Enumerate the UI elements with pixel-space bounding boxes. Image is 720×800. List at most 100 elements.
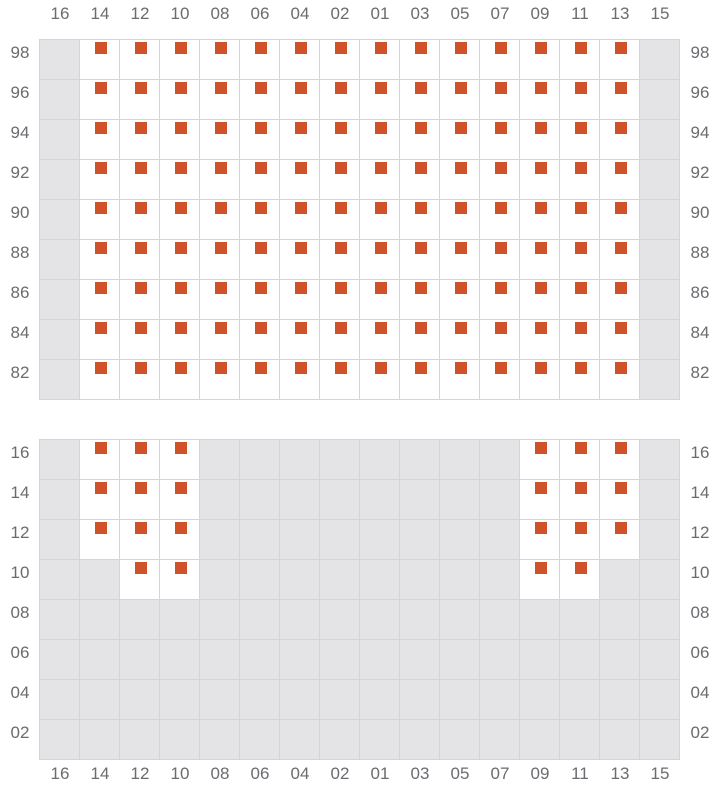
seat-available[interactable] [600,280,639,319]
seat-available[interactable] [520,480,559,519]
seat-available[interactable] [200,160,239,199]
seat-available[interactable] [320,120,359,159]
seat-available[interactable] [120,240,159,279]
seat-available[interactable] [160,120,199,159]
seat-available[interactable] [200,360,239,399]
seat-available[interactable] [560,440,599,479]
seat-available[interactable] [600,520,639,559]
seat-available[interactable] [480,320,519,359]
seat-available[interactable] [360,40,399,79]
seat-available[interactable] [240,120,279,159]
seat-available[interactable] [240,200,279,239]
seat-available[interactable] [440,200,479,239]
seat-available[interactable] [440,120,479,159]
seat-available[interactable] [480,160,519,199]
seat-available[interactable] [600,320,639,359]
seat-available[interactable] [560,40,599,79]
seat-available[interactable] [280,240,319,279]
seat-available[interactable] [320,280,359,319]
seat-available[interactable] [560,320,599,359]
seat-available[interactable] [560,360,599,399]
seat-available[interactable] [440,80,479,119]
seat-available[interactable] [480,360,519,399]
seat-available[interactable] [200,120,239,159]
seat-available[interactable] [400,120,439,159]
seat-available[interactable] [280,200,319,239]
seat-available[interactable] [520,520,559,559]
seat-available[interactable] [280,160,319,199]
seat-available[interactable] [560,280,599,319]
seat-available[interactable] [120,280,159,319]
seat-available[interactable] [200,80,239,119]
seat-available[interactable] [560,480,599,519]
seat-available[interactable] [160,560,199,599]
seat-available[interactable] [120,520,159,559]
seat-available[interactable] [120,160,159,199]
seat-available[interactable] [440,360,479,399]
seat-available[interactable] [320,80,359,119]
seat-available[interactable] [520,120,559,159]
seat-available[interactable] [520,200,559,239]
seat-available[interactable] [120,40,159,79]
seat-available[interactable] [560,240,599,279]
seat-available[interactable] [240,160,279,199]
seat-available[interactable] [600,80,639,119]
seat-available[interactable] [120,80,159,119]
seat-available[interactable] [480,200,519,239]
seat-available[interactable] [600,440,639,479]
seat-available[interactable] [280,120,319,159]
seat-available[interactable] [520,40,559,79]
seat-available[interactable] [360,320,399,359]
seat-available[interactable] [520,240,559,279]
seat-available[interactable] [520,360,559,399]
seat-available[interactable] [520,440,559,479]
seat-available[interactable] [360,200,399,239]
seat-available[interactable] [480,80,519,119]
seat-available[interactable] [360,280,399,319]
seat-available[interactable] [240,80,279,119]
seat-available[interactable] [80,40,119,79]
seat-available[interactable] [120,200,159,239]
seat-available[interactable] [160,320,199,359]
seat-available[interactable] [560,80,599,119]
seat-available[interactable] [200,320,239,359]
seat-available[interactable] [320,320,359,359]
seat-available[interactable] [560,560,599,599]
seat-available[interactable] [520,160,559,199]
seat-available[interactable] [200,40,239,79]
seat-available[interactable] [280,40,319,79]
seat-available[interactable] [440,320,479,359]
seat-available[interactable] [80,120,119,159]
seat-available[interactable] [160,280,199,319]
seat-available[interactable] [360,120,399,159]
seat-available[interactable] [480,280,519,319]
seat-available[interactable] [560,520,599,559]
seat-available[interactable] [520,560,559,599]
seat-available[interactable] [440,240,479,279]
seat-available[interactable] [400,80,439,119]
seat-available[interactable] [120,120,159,159]
seat-available[interactable] [200,200,239,239]
seat-available[interactable] [400,200,439,239]
seat-available[interactable] [600,160,639,199]
seat-available[interactable] [80,280,119,319]
seat-available[interactable] [600,200,639,239]
seat-available[interactable] [320,200,359,239]
seat-available[interactable] [120,480,159,519]
seat-available[interactable] [400,160,439,199]
seat-available[interactable] [240,280,279,319]
seat-available[interactable] [160,80,199,119]
seat-available[interactable] [160,520,199,559]
seat-available[interactable] [280,280,319,319]
seat-available[interactable] [600,480,639,519]
seat-available[interactable] [400,40,439,79]
seat-available[interactable] [520,320,559,359]
seat-available[interactable] [480,240,519,279]
seat-available[interactable] [80,480,119,519]
seat-available[interactable] [560,160,599,199]
seat-available[interactable] [520,280,559,319]
seat-available[interactable] [320,240,359,279]
seat-available[interactable] [80,440,119,479]
seat-available[interactable] [160,360,199,399]
seat-available[interactable] [80,80,119,119]
